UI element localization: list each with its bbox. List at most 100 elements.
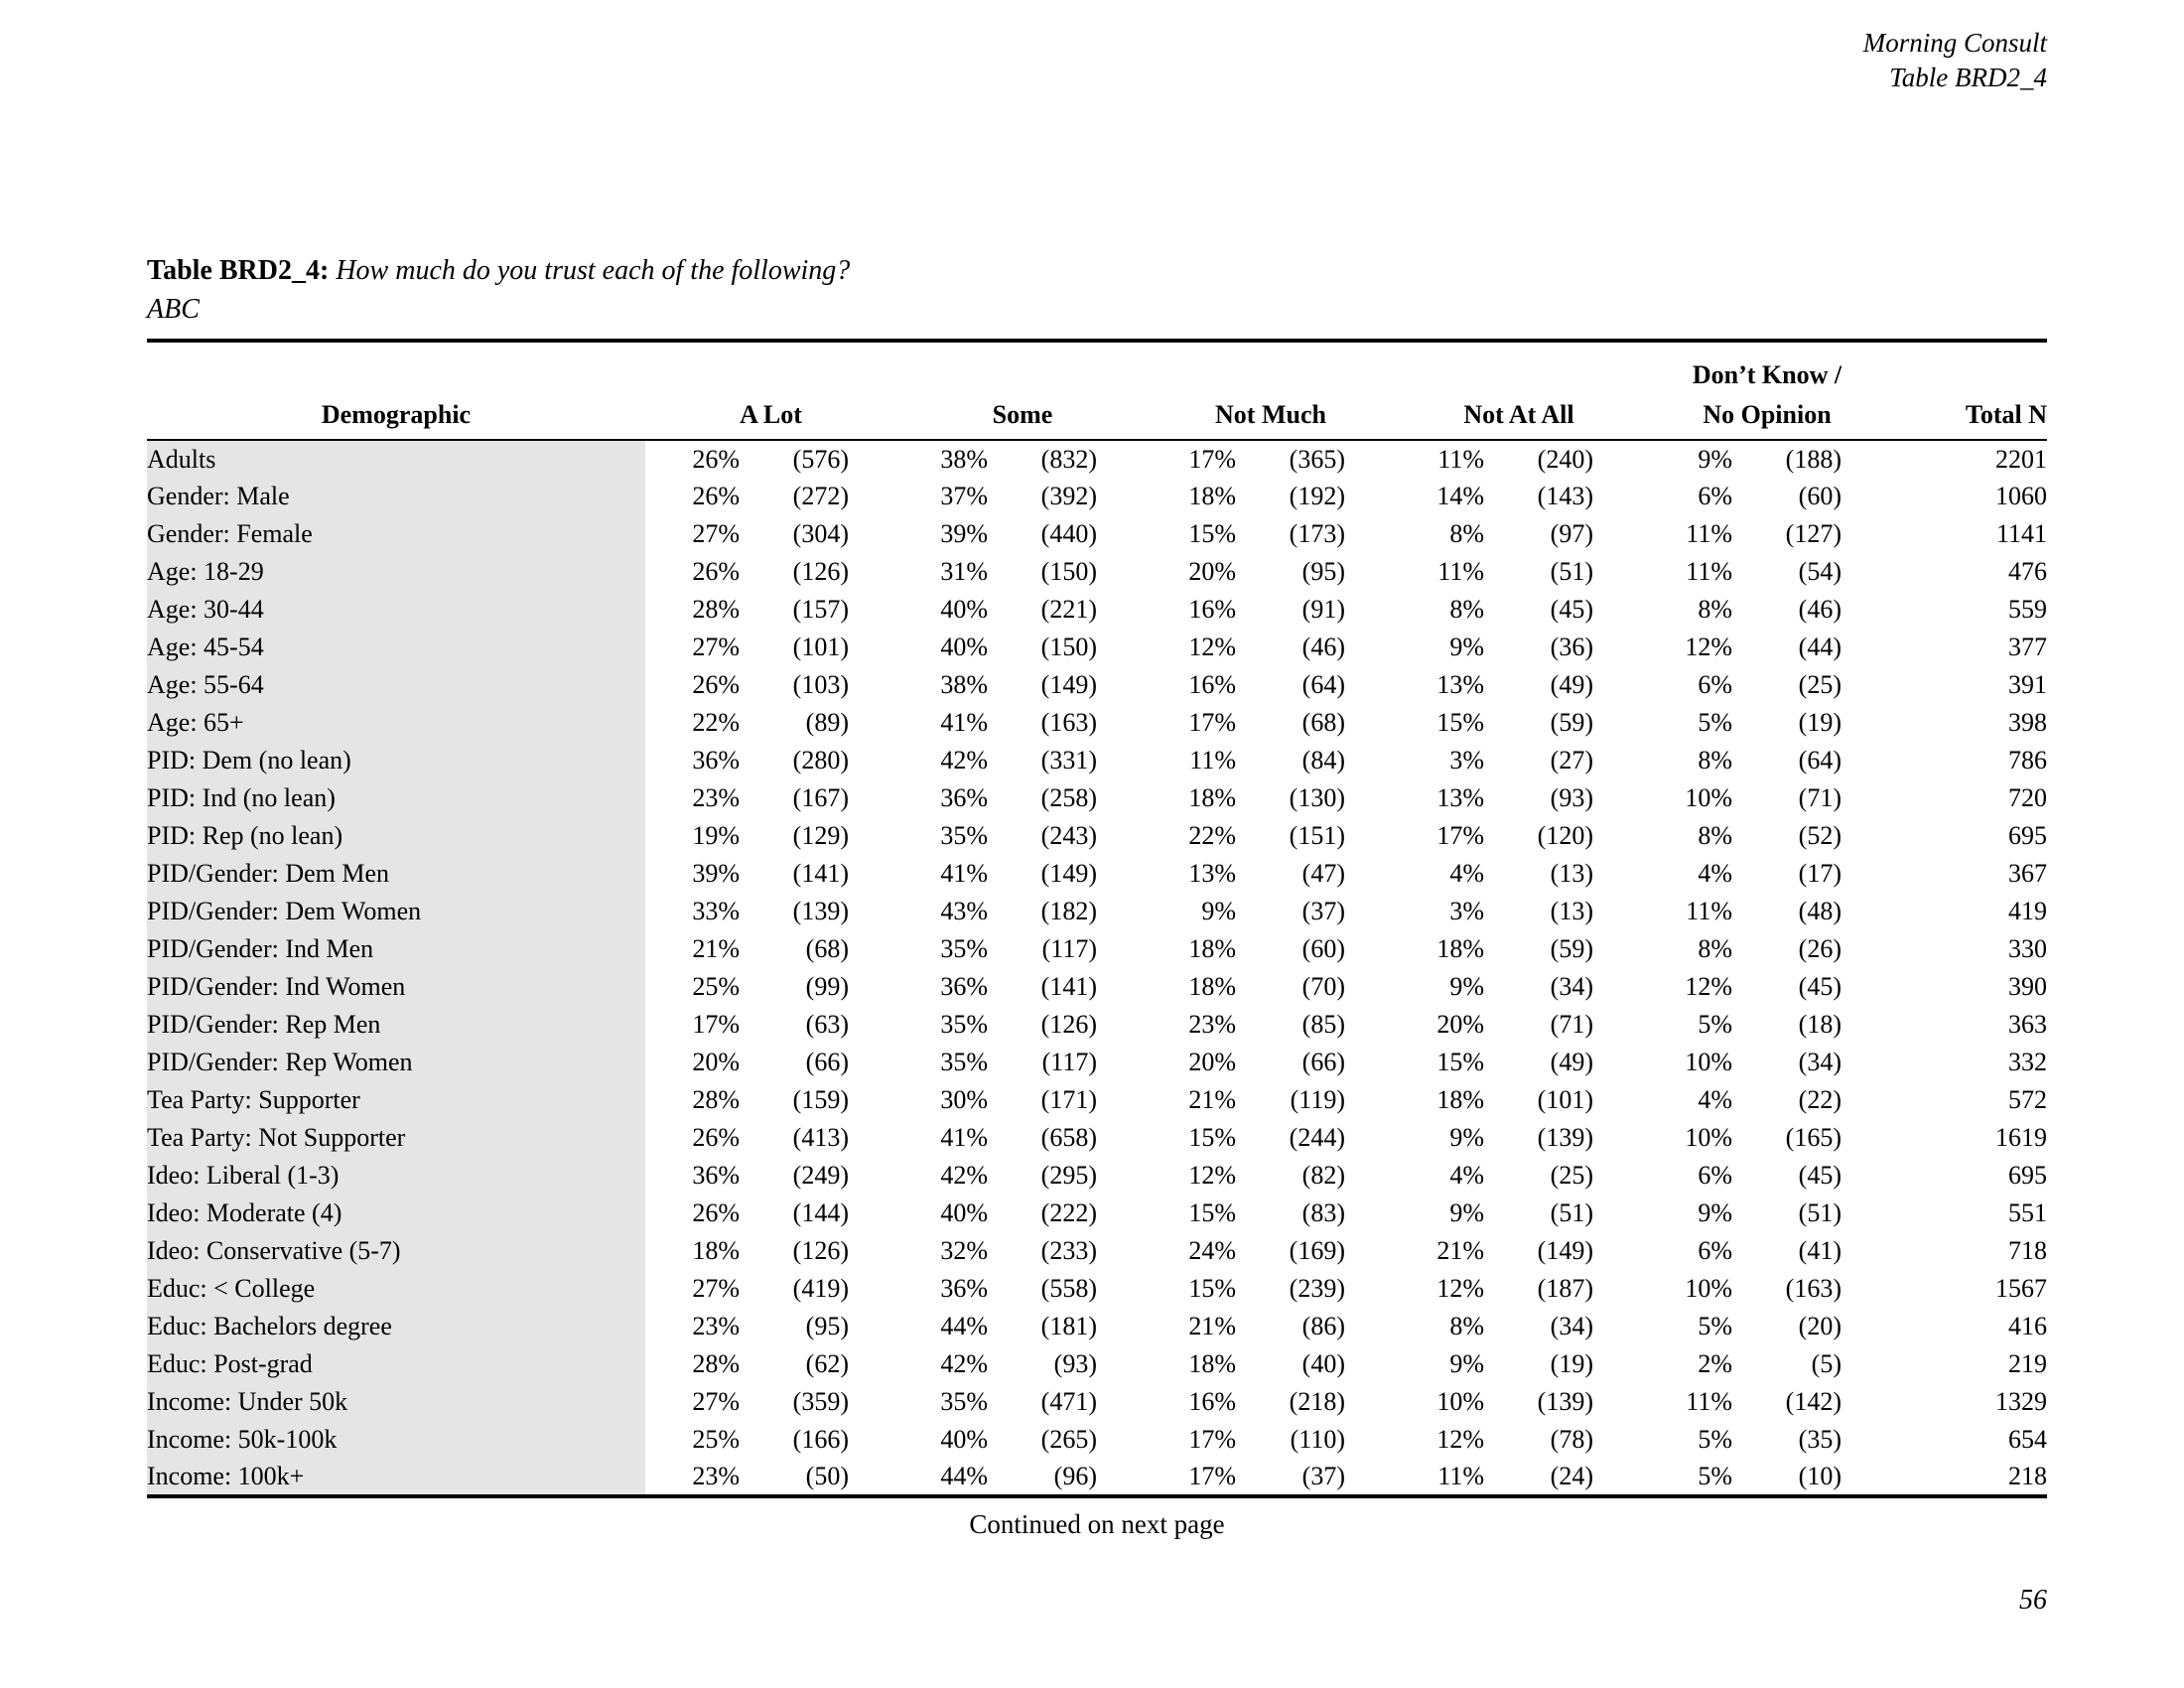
cell-percent: 9%	[1449, 1198, 1484, 1227]
cell-percent: 36%	[940, 783, 988, 812]
row-label: Tea Party: Not Supporter	[147, 1119, 645, 1157]
row-label: Educ: Bachelors degree	[147, 1308, 645, 1345]
cell-count: (37)	[1301, 1462, 1345, 1490]
cell-count: (110)	[1290, 1425, 1345, 1454]
cell-total-n: 718	[2008, 1236, 2047, 1265]
cell-percent: 21%	[692, 934, 740, 963]
cell-percent: 40%	[940, 1198, 988, 1227]
cell-percent: 18%	[1188, 934, 1236, 963]
title-line: Table BRD2_4: How much do you trust each…	[147, 251, 850, 290]
cell-count: (141)	[1040, 972, 1097, 1001]
cell-percent: 6%	[1698, 1236, 1732, 1265]
brand-name: Morning Consult	[1862, 28, 2047, 58]
cell-count: (91)	[1301, 595, 1345, 624]
cell-count: (45)	[1550, 595, 1593, 624]
cell-count: (49)	[1550, 1048, 1593, 1076]
cell-percent: 26%	[692, 1123, 740, 1152]
table-row: Adults 26% (576) 38% (832) 17% (365) 11% (240) 9%…	[147, 440, 2047, 478]
cell-count: (392)	[1040, 482, 1097, 510]
cell-percent: 11%	[1686, 1387, 1732, 1416]
cell-percent: 32%	[940, 1236, 988, 1265]
cell-count: (36)	[1550, 633, 1593, 661]
cell-percent: 8%	[1449, 519, 1484, 548]
cell-count: (117)	[1041, 934, 1097, 963]
cell-total-n: 391	[2008, 670, 2047, 699]
table-row: Ideo: Conservative (5-7) 18% (126) 32% (233)…	[147, 1232, 2047, 1270]
title-subject: ABC	[147, 294, 200, 325]
row-label: PID/Gender: Dem Women	[147, 893, 645, 930]
cell-count: (141)	[792, 859, 849, 888]
cell-count: (63)	[805, 1010, 849, 1039]
cell-percent: 11%	[1437, 444, 1484, 474]
cell-total-n: 363	[2008, 1010, 2047, 1039]
cell-count: (365)	[1289, 444, 1345, 474]
row-label: PID: Dem (no lean)	[147, 742, 645, 779]
cell-percent: 13%	[1188, 859, 1236, 888]
cell-total-n: 2201	[1995, 444, 2047, 474]
cell-count: (166)	[792, 1425, 849, 1454]
cell-percent: 9%	[1449, 1349, 1484, 1378]
cell-count: (52)	[1798, 821, 1842, 850]
cell-count: (192)	[1289, 482, 1345, 510]
cell-count: (70)	[1301, 972, 1345, 1001]
cell-count: (181)	[1040, 1312, 1097, 1340]
cell-count: (130)	[1289, 783, 1345, 812]
cell-percent: 35%	[940, 1048, 988, 1076]
cell-count: (143)	[1537, 482, 1593, 510]
continued-note: Continued on next page	[969, 1509, 1225, 1539]
cell-percent: 26%	[692, 1198, 740, 1227]
cell-percent: 30%	[940, 1085, 988, 1114]
row-label: Gender: Female	[147, 515, 645, 553]
cell-count: (150)	[1040, 633, 1097, 661]
crosstab-table: Don’t Know / Demographic A Lot Some Not …	[147, 339, 2047, 1498]
cell-percent: 18%	[1188, 482, 1236, 510]
cell-count: (221)	[1040, 595, 1097, 624]
cell-count: (126)	[1040, 1010, 1097, 1039]
cell-total-n: 572	[2008, 1085, 2047, 1114]
cell-count: (139)	[1537, 1123, 1593, 1152]
cell-count: (78)	[1550, 1425, 1593, 1454]
cell-total-n: 419	[2008, 897, 2047, 925]
cell-percent: 22%	[692, 708, 740, 737]
cell-count: (103)	[792, 670, 849, 699]
cell-percent: 35%	[940, 934, 988, 963]
cell-count: (86)	[1301, 1312, 1345, 1340]
row-label: Income: Under 50k	[147, 1383, 645, 1421]
cell-count: (66)	[805, 1048, 849, 1076]
row-label: Ideo: Conservative (5-7)	[147, 1232, 645, 1270]
running-header: Morning Consult Table BRD2_4	[1863, 26, 2047, 95]
table-row: PID/Gender: Ind Women 25% (99) 36% (141) 18% (…	[147, 968, 2047, 1006]
cell-percent: 39%	[692, 859, 740, 888]
cell-total-n: 218	[2008, 1462, 2047, 1490]
cell-count: (85)	[1301, 1010, 1345, 1039]
cell-count: (163)	[1040, 708, 1097, 737]
cell-total-n: 1567	[1995, 1274, 2047, 1303]
table-row: Gender: Female 27% (304) 39% (440) 15% (173) 8%…	[147, 515, 2047, 553]
row-label: PID/Gender: Rep Women	[147, 1044, 645, 1081]
cell-count: (27)	[1550, 746, 1593, 774]
cell-percent: 13%	[1436, 670, 1484, 699]
cell-percent: 12%	[1436, 1425, 1484, 1454]
cell-total-n: 398	[2008, 708, 2047, 737]
cell-percent: 38%	[940, 444, 988, 474]
cell-count: (51)	[1550, 557, 1593, 586]
header-spacer	[147, 341, 645, 390]
table-row: PID/Gender: Rep Men 17% (63) 35% (126) 23% (85…	[147, 1006, 2047, 1044]
cell-count: (68)	[1301, 708, 1345, 737]
cell-count: (46)	[1301, 633, 1345, 661]
row-label: Educ: Post-grad	[147, 1345, 645, 1383]
cell-percent: 17%	[1188, 708, 1236, 737]
cell-percent: 17%	[1188, 1462, 1236, 1490]
cell-count: (89)	[805, 708, 849, 737]
cell-percent: 20%	[1188, 557, 1236, 586]
cell-count: (41)	[1798, 1236, 1842, 1265]
cell-count: (64)	[1301, 670, 1345, 699]
cell-percent: 12%	[1685, 633, 1732, 661]
table-row: Educ: Post-grad 28% (62) 42% (93) 18% (40) 9% (1…	[147, 1345, 2047, 1383]
cell-percent: 17%	[1188, 444, 1236, 474]
cell-percent: 33%	[692, 897, 740, 925]
cell-count: (413)	[792, 1123, 849, 1152]
cell-percent: 27%	[692, 519, 740, 548]
row-label: Age: 65+	[147, 704, 645, 742]
